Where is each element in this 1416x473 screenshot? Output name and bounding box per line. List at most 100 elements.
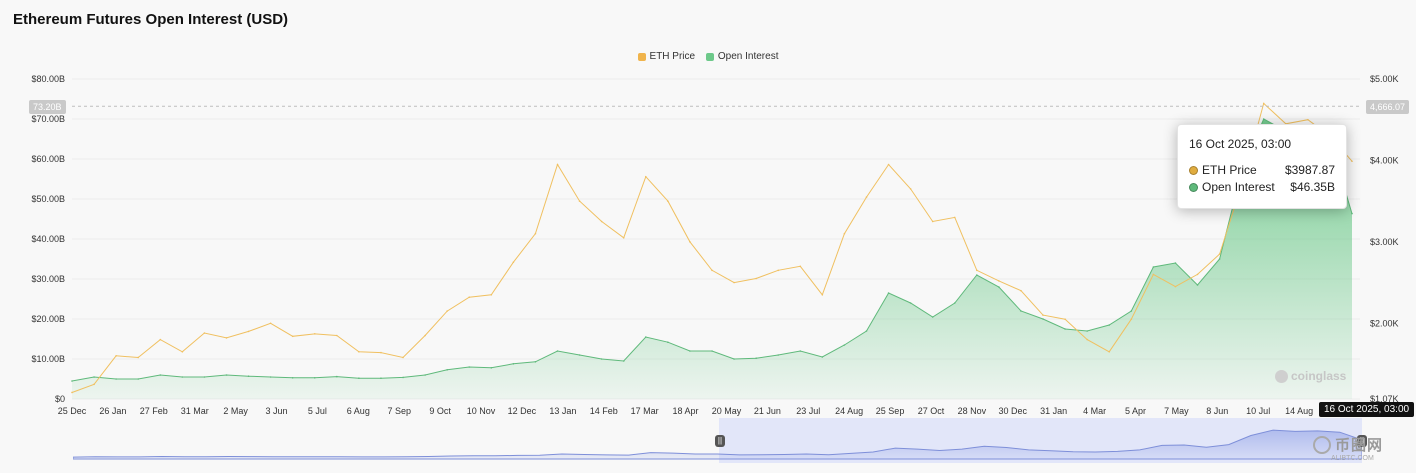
eth-price-point [71,391,73,394]
x-tick-label: 21 Jun [754,406,781,416]
legend-swatch-eth-price [637,52,646,61]
y-axis-right: $5.00K $4.00K $3.00K $2.00K $1.07K [1370,74,1399,404]
open-interest-point [1086,330,1088,332]
open-interest-point [777,354,780,356]
open-interest-point [887,292,890,294]
x-tick-label: 23 Jul [796,406,820,416]
eth-price-point [644,175,647,178]
range-navigator[interactable] [73,418,1362,463]
open-interest-point [446,369,448,371]
coinglass-watermark: coinglass [1275,369,1346,383]
open-interest-point [1042,318,1044,320]
eth-price-point [998,280,1000,282]
open-interest-point [93,376,95,378]
open-interest-point [1174,262,1177,264]
open-interest-point [711,350,713,352]
open-interest-point [269,376,272,378]
open-interest-point [490,367,493,369]
legend-item-open-interest[interactable]: Open Interest [705,51,779,62]
eth-price-point [490,293,493,296]
x-tick-label: 6 Aug [347,406,370,416]
eth-price-point [115,355,117,357]
open-interest-point [1218,258,1221,260]
x-tick-label: 27 Feb [140,406,168,416]
crosshair-left-value: 73.20B [29,100,66,114]
eth-price-point [1130,318,1133,321]
open-interest-point [689,350,691,352]
eth-price-point [667,200,669,202]
eth-price-point [909,188,912,190]
open-interest-point [1262,118,1265,120]
site-watermark-sub: ALIBTC.COM [1331,455,1374,462]
x-tick-label: 7 May [1164,406,1189,416]
x-tick-label: 25 Sep [876,406,905,416]
x-tick-label: 30 Dec [999,406,1028,416]
eth-price-point [1064,318,1066,321]
open-interest-point [291,377,294,379]
open-interest-point [203,376,206,378]
y-left-tick-label: $0 [55,394,65,404]
eth-price-point [181,350,184,353]
open-interest-point [247,375,250,378]
x-tick-label: 10 Jul [1246,406,1270,416]
tooltip-value-open-interest: $46.35B [1290,180,1335,194]
open-interest-point [380,377,382,380]
y-left-tick-label: $80.00B [31,74,65,84]
eth-price-point [424,334,426,337]
eth-price-point [1042,314,1044,316]
eth-price-point [622,236,625,239]
x-tick-label: 26 Jan [99,406,126,416]
eth-price-point [446,310,448,312]
open-interest-point [534,361,537,363]
x-tick-label: 17 Mar [631,406,659,416]
eth-price-point [358,350,360,353]
eth-price-point [887,163,890,166]
tooltip: 16 Oct 2025, 03:00 ETH Price $3987.87 Op… [1177,124,1347,209]
eth-price-point [755,277,757,280]
eth-price-point [865,196,868,198]
open-interest-point [821,356,824,358]
legend-item-eth-price[interactable]: ETH Price [637,51,696,62]
legend-label-open-interest: Open Interest [717,51,779,62]
y-axis-left: $80.00B $70.00B $60.00B $50.00B $40.00B $30.0… [31,74,65,404]
site-logo-icon [1313,435,1331,454]
x-tick-label: 31 Jan [1040,406,1067,416]
site-watermark-text: 币圈网 [1335,437,1384,454]
eth-price-point [137,356,140,359]
eth-price-point [1086,338,1088,341]
tooltip-label-eth-price: ETH Price [1202,163,1257,177]
x-tick-label: 28 Nov [958,406,987,416]
open-interest-point [953,302,956,304]
coinglass-watermark-text: coinglass [1291,369,1347,383]
eth-price-point [821,293,824,296]
open-interest-point [799,350,802,352]
open-interest-point [1020,310,1022,312]
x-tick-label: 2 May [223,406,248,416]
legend-label-eth-price: ETH Price [649,51,696,62]
open-interest-point [159,374,162,376]
open-interest-point [115,378,117,380]
navigator-left-handle[interactable]: || [715,435,725,447]
navigator-right-handle[interactable]: || [1357,435,1367,447]
eth-price-point [1108,350,1111,353]
x-tick-label: 8 Jun [1206,406,1228,416]
y-left-tick-label: $50.00B [31,194,65,204]
open-interest-point [733,358,735,360]
x-tick-label: 25 Dec [58,406,87,416]
y-right-tick-label: $5.00K [1370,74,1399,84]
open-interest-point [843,344,846,346]
open-interest-point [1196,284,1199,286]
y-left-tick-label: $60.00B [31,154,65,164]
tooltip-dot-eth-price [1189,165,1198,175]
eth-price-point [203,332,206,334]
open-interest-point [336,375,338,378]
y-right-tick-label: $4.00K [1370,155,1399,165]
x-tick-label: 12 Dec [508,406,537,416]
eth-price-point [380,351,382,354]
open-interest-point [313,377,316,379]
open-interest-point [71,380,73,382]
eth-price-point [269,322,272,325]
x-tick-label: 20 May [712,406,742,416]
open-interest-point [1108,324,1111,326]
